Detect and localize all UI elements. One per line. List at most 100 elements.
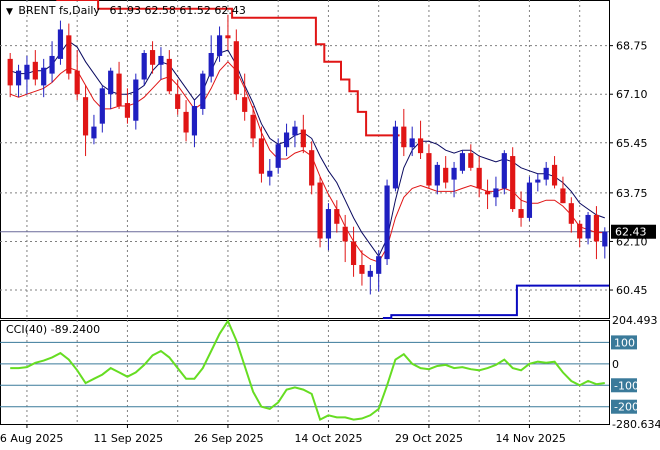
candle-body <box>267 170 273 177</box>
candle-body <box>593 214 600 242</box>
candle-body <box>484 191 491 195</box>
candle-body <box>208 53 214 77</box>
candle-body <box>551 164 558 186</box>
x-tick-label: 26 Aug 2025 <box>0 432 63 445</box>
candle-body <box>518 209 524 218</box>
ohlc-readout: 61.93 62.58 61.52 62.43 <box>109 4 246 17</box>
candle-body <box>158 55 164 65</box>
candle-body <box>91 126 97 139</box>
cci-scale-label: 204.493 <box>612 314 658 327</box>
symbol-label: BRENT fs,Daily <box>18 4 100 17</box>
candle-body <box>468 153 474 168</box>
candle-body <box>401 126 407 148</box>
main-panel-frame <box>0 0 610 319</box>
candle-body <box>317 182 323 239</box>
candle-body <box>41 67 47 86</box>
candle-body <box>250 114 256 139</box>
candle-body <box>108 70 114 95</box>
candle-body <box>476 167 482 189</box>
cci-scale-label: 0 <box>612 358 619 371</box>
cci-level-box <box>611 399 637 414</box>
candle-body <box>493 188 499 198</box>
x-tick-label: 26 Sep 2025 <box>194 432 264 445</box>
candle-body <box>535 179 541 183</box>
candle-body <box>501 153 507 189</box>
candle-body <box>275 144 281 168</box>
cci-scale-label: 100 <box>614 336 635 349</box>
candle-body <box>133 79 139 121</box>
candle-body <box>568 203 574 224</box>
candle-body <box>417 138 424 154</box>
candle-body <box>66 35 72 74</box>
cci-line <box>10 318 605 422</box>
candle-body <box>392 126 399 189</box>
last-price-box <box>611 224 656 239</box>
candle-body <box>166 58 172 92</box>
candle-body <box>300 129 306 148</box>
candle-body <box>191 106 198 136</box>
candle-body <box>175 94 181 109</box>
candle-body <box>459 153 466 171</box>
candle-body <box>200 73 206 109</box>
candle-body <box>350 241 357 265</box>
candle-body <box>602 231 608 247</box>
candle-body <box>141 53 147 80</box>
candle-body <box>242 97 248 112</box>
cci-level-box <box>611 378 637 393</box>
ma-slow-line <box>10 61 605 263</box>
cci-level-box <box>611 335 637 350</box>
candle-body <box>309 150 315 186</box>
candle-body <box>409 138 415 148</box>
x-tick-label: 29 Oct 2025 <box>395 432 463 445</box>
candle-body <box>32 61 38 80</box>
candle-body <box>233 41 239 95</box>
candle-body <box>283 132 290 148</box>
y-tick-label: 67.10 <box>616 88 648 101</box>
stop-line-lower <box>382 284 609 319</box>
x-tick-label: 14 Nov 2025 <box>495 432 565 445</box>
x-tick-label: 14 Oct 2025 <box>294 432 362 445</box>
candle-body <box>216 35 223 56</box>
last-price-label: 62.43 <box>615 226 647 239</box>
candle-body <box>426 153 432 186</box>
candle-body <box>342 226 348 242</box>
candle-body <box>334 209 340 224</box>
candle-body <box>7 58 13 86</box>
candle-body <box>149 50 156 65</box>
candle-body <box>292 126 298 136</box>
ma-fast-line <box>10 40 605 258</box>
candle-body <box>367 270 373 277</box>
candle-body <box>359 265 365 274</box>
candle-body <box>526 182 533 218</box>
candle-body <box>543 167 549 180</box>
y-tick-label: 60.45 <box>616 284 648 297</box>
y-tick-label: 63.75 <box>616 187 648 200</box>
cci-scale-label: -100 <box>614 379 639 392</box>
candle-body <box>443 167 449 183</box>
candle-body <box>74 70 80 95</box>
candle-body <box>510 156 516 210</box>
candle-body <box>15 70 22 86</box>
candle-body <box>225 35 231 39</box>
candle-body <box>585 214 591 239</box>
candle-body <box>82 97 89 136</box>
candle-body <box>49 55 55 74</box>
chart-header: ▼ BRENT fs,Daily 61.93 62.58 61.52 62.43 <box>6 4 246 17</box>
candle-body <box>434 164 440 186</box>
candle-body <box>124 103 131 118</box>
collapse-arrow-icon[interactable]: ▼ <box>6 7 13 17</box>
candle-body <box>24 64 30 80</box>
cci-scale-label: -280.634 <box>612 418 660 431</box>
cci-panel-frame <box>0 320 610 425</box>
cci-label: CCI(40) -89.2400 <box>6 323 101 336</box>
x-tick-label: 11 Sep 2025 <box>93 432 163 445</box>
candle-body <box>577 223 583 239</box>
candle-body <box>99 88 105 124</box>
stop-line-upper <box>56 0 400 137</box>
candle-body <box>451 167 457 180</box>
candle-body <box>384 185 390 260</box>
candle-body <box>57 29 64 59</box>
candle-body <box>325 209 332 239</box>
candle-body <box>116 73 122 106</box>
